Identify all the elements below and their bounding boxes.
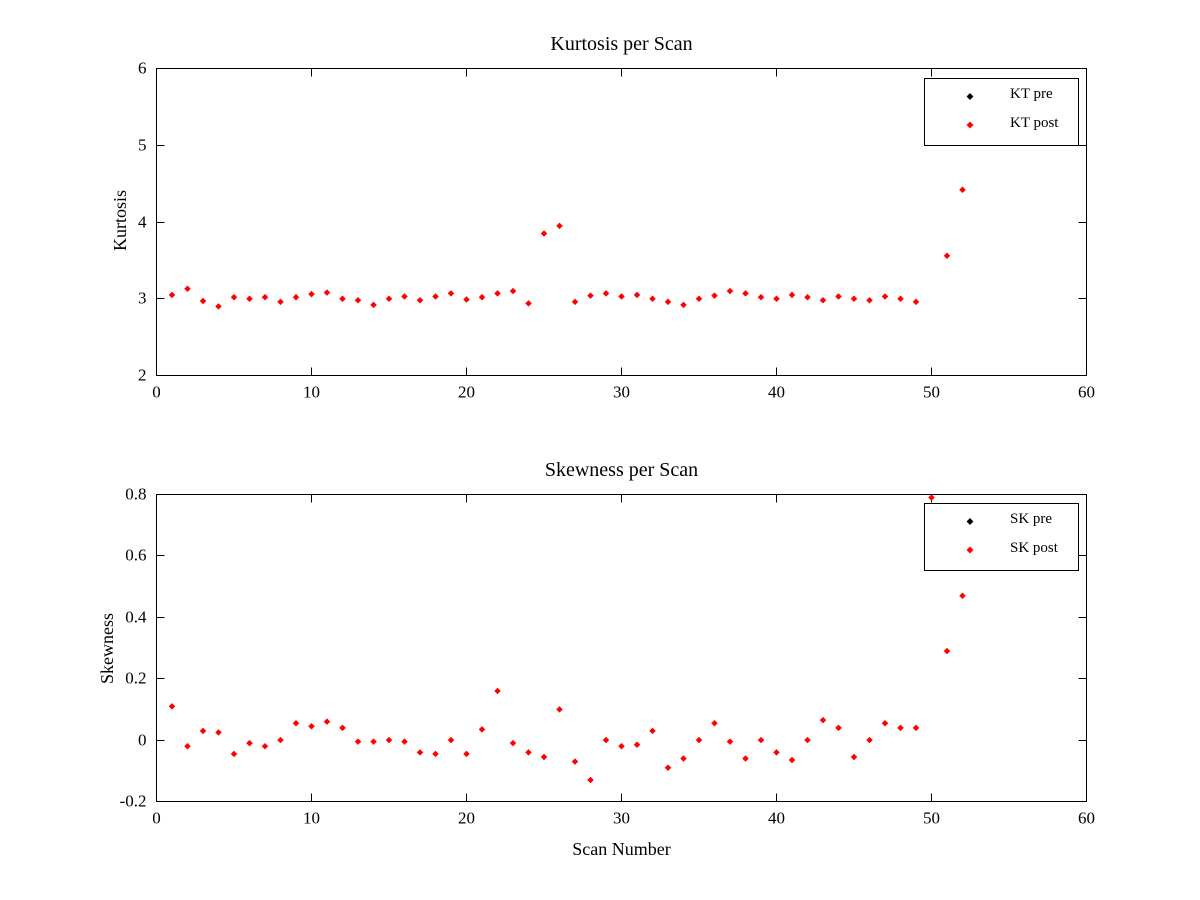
svg-text:60: 60 (1078, 809, 1095, 828)
svg-text:30: 30 (613, 383, 630, 402)
svg-text:60: 60 (1078, 383, 1095, 402)
svg-text:-0.2: -0.2 (120, 792, 147, 811)
svg-text:0: 0 (152, 383, 161, 402)
svg-text:30: 30 (613, 809, 630, 828)
svg-text:0: 0 (152, 809, 161, 828)
svg-text:0.8: 0.8 (125, 485, 146, 504)
svg-text:0.6: 0.6 (125, 546, 146, 565)
svg-text:50: 50 (923, 809, 940, 828)
svg-text:6: 6 (138, 59, 147, 78)
svg-text:50: 50 (923, 383, 940, 402)
svg-text:4: 4 (138, 213, 147, 232)
svg-text:20: 20 (458, 383, 475, 402)
svg-text:20: 20 (458, 809, 475, 828)
svg-text:40: 40 (768, 383, 785, 402)
svg-text:0.4: 0.4 (125, 608, 147, 627)
svg-text:0: 0 (138, 731, 147, 750)
svg-text:2: 2 (138, 366, 147, 385)
svg-text:5: 5 (138, 136, 147, 155)
svg-text:10: 10 (303, 809, 320, 828)
svg-text:10: 10 (303, 383, 320, 402)
svg-text:3: 3 (138, 289, 147, 308)
svg-text:40: 40 (768, 809, 785, 828)
svg-text:0.2: 0.2 (125, 669, 146, 688)
